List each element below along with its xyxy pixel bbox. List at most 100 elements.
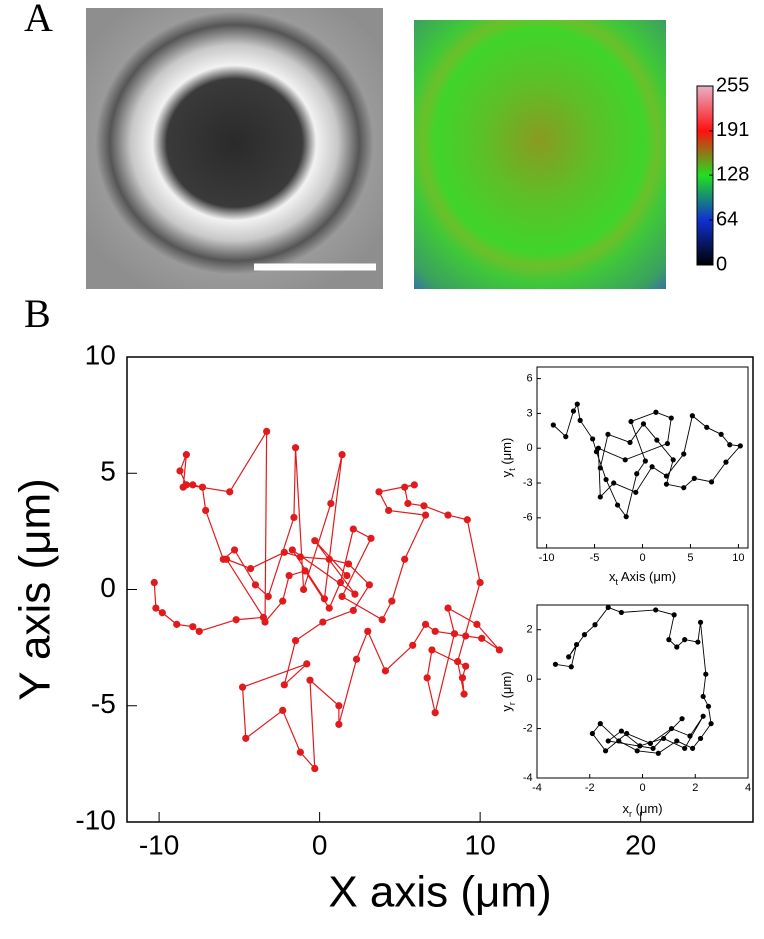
colorbar-label: 191	[716, 119, 749, 141]
trajectory-point	[476, 578, 484, 587]
x-tick-label: 4	[745, 782, 751, 794]
trajectory-point	[650, 745, 656, 751]
trajectory-point	[603, 476, 609, 483]
trajectory-point	[663, 481, 670, 487]
trajectory-point	[150, 578, 158, 587]
trajectory-point	[605, 738, 611, 744]
x-tick-label: -5	[590, 552, 600, 564]
intensity-image	[414, 20, 666, 289]
trajectory-point	[690, 745, 696, 751]
trajectory-point	[335, 720, 343, 728]
trajectory-point	[251, 581, 260, 589]
trajectory-point	[682, 637, 688, 643]
trajectory-point	[653, 409, 659, 415]
axis-label-part: r	[629, 809, 632, 819]
trajectory-point	[671, 612, 677, 618]
trajectory-point	[634, 471, 640, 477]
trajectory-point	[158, 609, 166, 617]
trajectory-point	[288, 546, 296, 554]
trajectory-point	[618, 728, 625, 734]
trajectory-point	[708, 721, 714, 727]
trajectory-point	[689, 413, 695, 419]
axis-label-part: (μm)	[632, 801, 663, 816]
trajectory-point	[296, 748, 304, 756]
trajectory-point	[291, 637, 300, 645]
trajectory-point	[421, 620, 430, 628]
trajectory-point	[202, 506, 210, 515]
trajectory-point	[279, 597, 287, 605]
trajectory-point	[605, 604, 611, 611]
y-tick-label: -5	[91, 688, 116, 719]
x-tick-label: -4	[532, 782, 542, 794]
trajectory-point	[550, 422, 556, 428]
trajectory-point	[668, 415, 674, 421]
trajectory-point	[718, 431, 724, 437]
trajectory-point	[378, 616, 386, 624]
trajectory-point	[618, 609, 625, 616]
trajectory-point	[691, 475, 697, 481]
axis-label-part: y	[499, 470, 514, 477]
axis-label-part: (μm)	[499, 671, 514, 702]
trajectory-point	[444, 604, 452, 612]
trajectory-point	[661, 735, 667, 742]
trajectory-point	[552, 661, 559, 667]
trajectory-point	[664, 440, 671, 447]
y-tick-label: 0	[100, 572, 116, 603]
axis-label: yt (μm)	[499, 438, 517, 478]
trajectory-point	[597, 721, 603, 727]
trajectory-point	[624, 730, 630, 737]
trajectory-point	[327, 499, 335, 508]
trajectory-point	[189, 623, 197, 631]
axis-label-part: t	[507, 468, 517, 471]
trajectory-point	[653, 607, 659, 613]
trajectory-point	[611, 480, 617, 486]
y-tick-label: 0	[526, 673, 532, 685]
trajectory-point	[279, 706, 287, 715]
trajectory-point	[263, 427, 271, 435]
trajectory-point	[344, 560, 353, 568]
trajectory-point	[590, 436, 596, 442]
trajectory-point	[666, 637, 672, 643]
trajectory-point	[431, 709, 439, 717]
phase-image	[86, 8, 383, 289]
trajectory-point	[462, 632, 470, 640]
trajectory-point	[349, 606, 357, 615]
trajectory-point	[338, 592, 346, 601]
trajectory-point	[674, 644, 680, 650]
trajectory-point	[473, 620, 481, 628]
axis-label-part: x	[622, 801, 629, 816]
trajectory-point	[404, 499, 412, 508]
trajectory-point	[365, 581, 373, 589]
trajectory-point	[727, 442, 733, 448]
trajectory-point	[349, 525, 357, 533]
y-tick-label: -3	[523, 477, 533, 489]
axis-label: xt Axis (μm)	[609, 569, 676, 587]
trajectory-point	[375, 488, 383, 496]
trajectory-point	[704, 424, 710, 430]
x-tick-label: 2	[692, 782, 698, 794]
trajectory-point	[219, 555, 227, 563]
x-tick-label: -10	[139, 830, 179, 861]
trajectory-point	[695, 639, 701, 645]
y-tick-label: 10	[85, 339, 116, 370]
colorbar-label: 0	[716, 253, 727, 275]
trajectory-point	[623, 514, 629, 520]
trajectory-point	[291, 444, 300, 452]
x-tick-label: 10	[465, 830, 496, 861]
trajectory-point	[409, 641, 417, 649]
colorbar-label: 64	[716, 208, 738, 230]
trajectory-point	[454, 657, 462, 666]
x-tick-label: 20	[625, 830, 656, 861]
trajectory-point	[285, 571, 293, 580]
inset-frame	[536, 604, 749, 779]
trajectory-point	[335, 702, 343, 710]
trajectory-point	[628, 418, 634, 425]
y-tick-label: 3	[526, 407, 532, 419]
axis-label: Y axis (μm)	[11, 478, 60, 701]
panel-label: A	[24, 0, 53, 40]
y-tick-label: 0	[526, 442, 532, 454]
trajectory-point	[649, 464, 655, 470]
trajectory-point	[622, 457, 628, 463]
